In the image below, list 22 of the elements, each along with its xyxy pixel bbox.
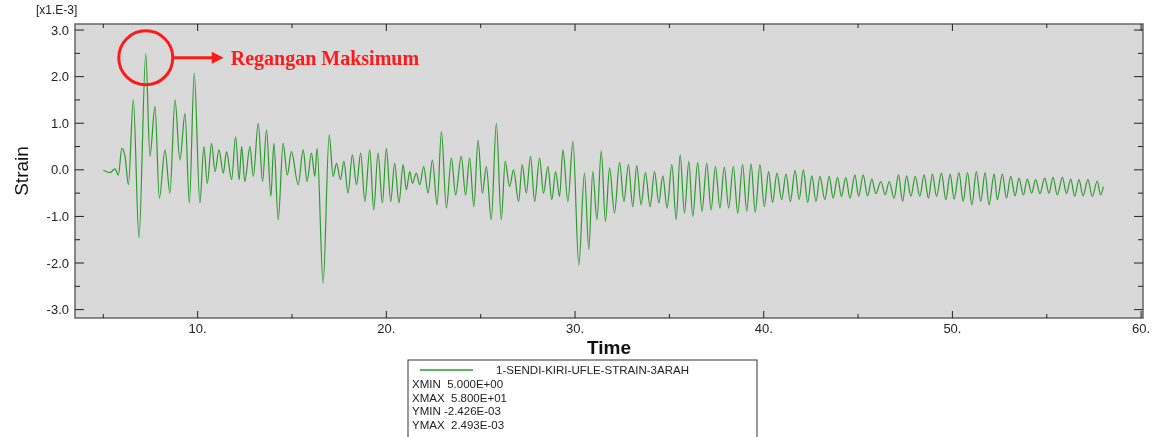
x-axis-title: Time [586,337,632,358]
text: [x1.E-3] [36,3,78,17]
y-tick-label: -2.0 [46,255,69,271]
y-tick-label: 2.0 [50,69,69,85]
x-tick-label: 10. [188,321,207,336]
text: XMIN 5.000E+00 [412,378,504,390]
x-tick-label: 50. [943,321,962,336]
y-axis-title: Strain [11,146,32,196]
y-tick-label: -1.0 [46,208,69,224]
annotation: Regangan Maksimum [230,46,420,70]
y-tick-label: 0.0 [50,162,69,178]
legend-label: 1-SENDI-KIRI-UFLE-STRAIN-3ARAH [496,364,689,376]
y-tick-label: -3.0 [46,302,69,318]
y-tick-label: 1.0 [50,115,69,131]
x-tick-label: 40. [754,321,773,336]
text: XMAX 5.800E+01 [412,391,507,404]
x-tick-label: 60. [1132,321,1151,336]
x-tick-label: 30. [566,321,585,336]
text: YMAX 2.493E-03 [412,418,505,431]
x-tick-label: 20. [377,321,396,336]
y-tick-label: 3.0 [50,22,69,38]
text: YMIN -2.426E-03 [412,405,501,417]
